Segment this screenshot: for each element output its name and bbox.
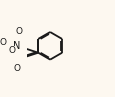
- Text: O: O: [15, 27, 22, 36]
- Text: O: O: [9, 46, 16, 55]
- Text: O: O: [0, 38, 7, 47]
- Text: N: N: [13, 41, 20, 51]
- Text: O: O: [13, 64, 20, 73]
